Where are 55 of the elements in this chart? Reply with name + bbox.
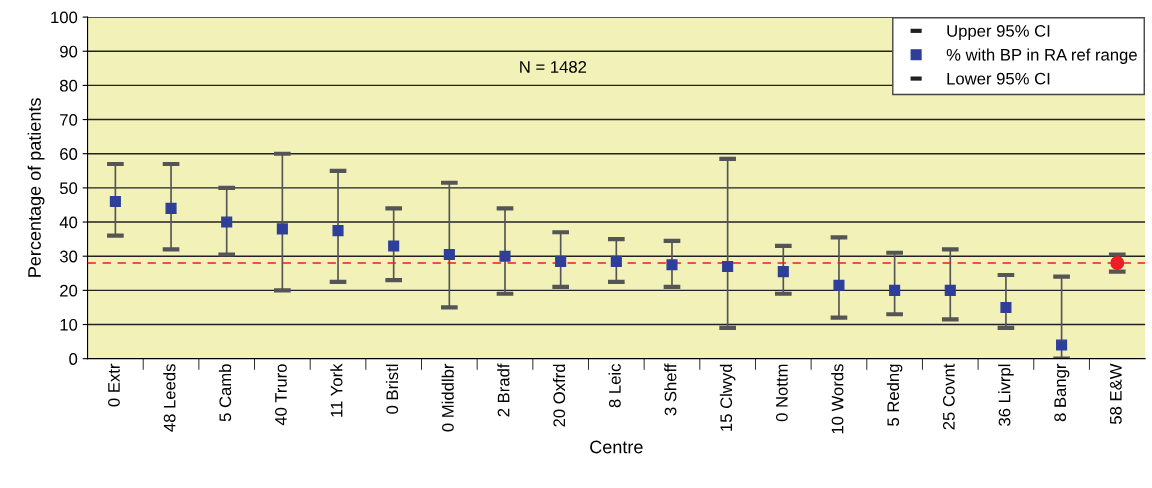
y-tick-label: 70	[60, 113, 78, 126]
point	[109, 195, 121, 208]
x-tick-label: 36 Livrpl	[998, 364, 1014, 426]
point	[889, 284, 901, 296]
point	[555, 255, 567, 267]
point	[165, 202, 177, 214]
y-axis-title: Percentage of patients	[27, 98, 45, 277]
x-tick-label: 5 Camb	[218, 364, 232, 422]
point	[1000, 301, 1012, 313]
x-tick-label: 48 Leeds	[163, 364, 176, 432]
x-tick-label: 0 Bristl	[385, 364, 399, 414]
point	[443, 248, 455, 261]
x-tick-label: 8 Bangr	[1054, 363, 1070, 422]
y-tick-label: 80	[60, 79, 78, 92]
point	[610, 255, 622, 267]
point	[777, 266, 789, 278]
y-tick-label: 100	[51, 11, 78, 24]
legend-label: Lower 95% CI	[947, 72, 1050, 85]
y-tick-label: 20	[60, 284, 78, 297]
y-tick-label: 50	[59, 182, 78, 195]
y-tick-label: 90	[60, 45, 78, 58]
x-tick-label: 3 Sheff	[664, 363, 677, 416]
point	[499, 250, 511, 262]
y-tick-label: 10	[60, 318, 78, 331]
x-tick-label: 15 Clwyd	[719, 364, 736, 431]
point	[1110, 256, 1125, 270]
y-tick-label: 0	[69, 353, 78, 365]
x-tick-label: 0 Nottm	[775, 364, 788, 422]
x-tick-label: 5 Redng	[886, 364, 903, 426]
point	[1056, 339, 1068, 351]
x-tick-label: 10 Words	[831, 364, 844, 434]
y-tick-label: 30	[59, 250, 78, 263]
point	[221, 216, 233, 228]
x-tick-label: 40 Truro	[275, 364, 287, 426]
x-tick-label: 2 Bradf	[497, 363, 510, 417]
point	[722, 260, 734, 273]
x-tick-label: 11 York	[330, 363, 343, 417]
y-tick-label: 40	[59, 216, 78, 229]
y-tick-label: 60	[60, 148, 78, 160]
legend-label: Upper 95% CI	[947, 25, 1050, 41]
x-tick-label: 25 Covnt	[942, 363, 955, 430]
point	[332, 225, 344, 237]
point	[666, 259, 678, 271]
point	[388, 240, 400, 252]
legend-label: % with BP in RA ref range	[946, 48, 1137, 64]
x-tick-label: 8 Leic	[608, 363, 621, 408]
x-tick-label: 58 E&W	[1109, 363, 1122, 425]
x-tick-label: 20 Oxfrd	[552, 364, 566, 427]
x-tick-label: 0 Middlbr	[441, 363, 454, 432]
point	[944, 284, 956, 296]
x-tick-label: 0 Extr	[108, 363, 120, 407]
point	[833, 279, 845, 291]
annotation: N = 1482	[520, 60, 587, 73]
point	[276, 223, 288, 235]
x-axis-title: Centre	[590, 440, 643, 454]
